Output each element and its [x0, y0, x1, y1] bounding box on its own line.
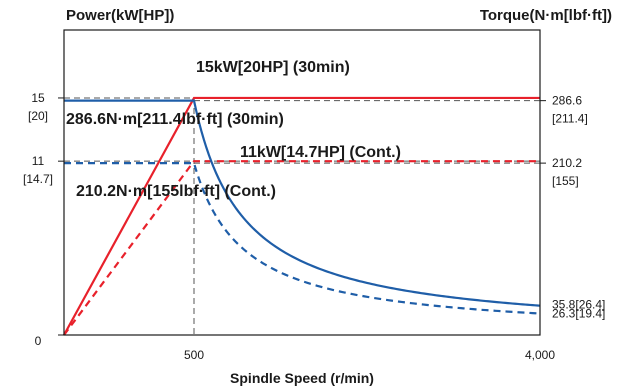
- end-value-label-0: 35.8[26.4]: [552, 298, 605, 312]
- power-axis-label: Power(kW[HP]): [66, 7, 174, 24]
- x-axis-label: Spindle Speed (r/min): [230, 370, 374, 386]
- annotation-torque-cont: 210.2N·m[155lbf·ft] (Cont.): [76, 183, 276, 200]
- curve-power-cont: [63, 160, 540, 336]
- x-tick-label-0: 500: [184, 348, 204, 362]
- right-tick-sublabel-0: [155]: [552, 174, 579, 188]
- curve-group: [63, 96, 541, 336]
- reference-lines: [64, 97, 540, 335]
- left-tick-label-2: 15: [31, 91, 45, 105]
- left-tick-sublabel-1: [14.7]: [23, 172, 53, 186]
- left-tick-label-1: 11: [32, 154, 45, 168]
- annotation-power-30min: 15kW[20HP] (30min): [196, 59, 350, 76]
- right-tick-label-1: 286.6: [552, 94, 582, 108]
- curve-torque-30min: [64, 99, 541, 307]
- right-tick-sublabel-1: [211.4]: [552, 112, 588, 126]
- tick-labels: 0 11 [14.7] 15 [20] 210.2 [155] 286.6 [211.4] 35.…: [23, 91, 605, 362]
- end-value-label-1: 26.3[19.4]: [552, 306, 605, 320]
- x-tick-label-1: 4,000: [525, 348, 555, 362]
- curve-torque-cont: [64, 162, 541, 315]
- annotation-torque-30min: 286.6N·m[211.4lbf·ft] (30min): [66, 111, 284, 128]
- right-tick-label-0: 210.2: [552, 156, 582, 170]
- left-tick-label-0: 0: [35, 334, 42, 348]
- left-tick-sublabel-2: [20]: [28, 109, 48, 123]
- torque-axis-label: Torque(N·m[lbf·ft]): [480, 7, 612, 24]
- curve-power-30min: [63, 96, 540, 336]
- annotation-power-cont: 11kW[14.7HP] (Cont.): [240, 144, 401, 161]
- plot-frame: [63, 29, 541, 336]
